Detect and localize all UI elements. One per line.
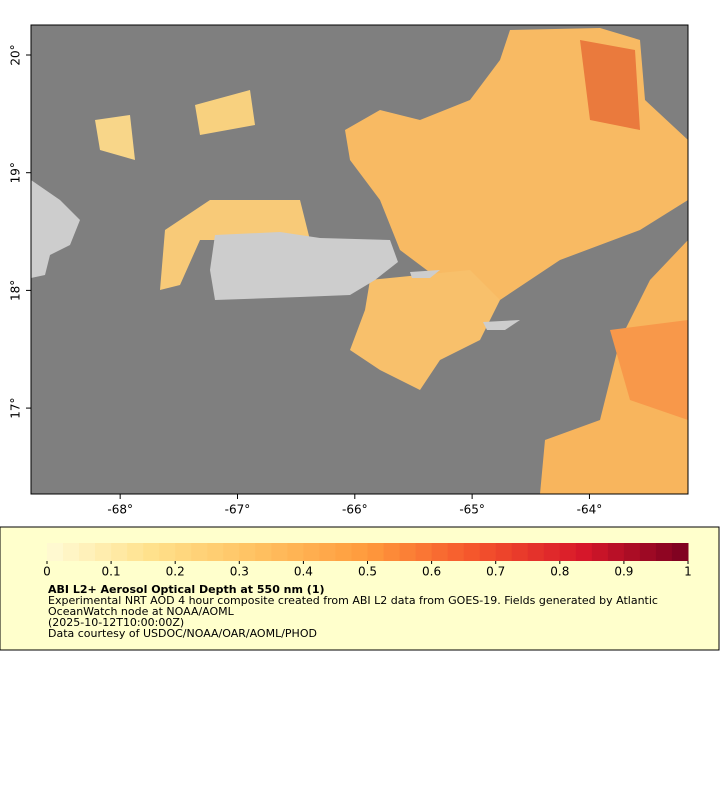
y-tick-label: 18° <box>9 280 23 301</box>
colorbar-step <box>543 543 561 561</box>
colorbar-tick-label: 0.8 <box>550 565 569 579</box>
colorbar-step <box>463 543 481 561</box>
colorbar-step <box>399 543 417 561</box>
aod-patch <box>95 115 135 160</box>
colorbar-step <box>447 543 465 561</box>
aod-patch <box>160 200 310 290</box>
colorbar-tick-label: 0.9 <box>614 565 633 579</box>
colorbar-step <box>623 543 641 561</box>
colorbar-step <box>639 543 657 561</box>
map-frame <box>30 24 689 495</box>
aod-patch <box>540 240 688 494</box>
colorbar-step <box>367 543 385 561</box>
colorbar-step <box>591 543 609 561</box>
colorbar-step <box>271 543 288 561</box>
legend-line: Experimental NRT AOD 4 hour composite cr… <box>48 594 658 607</box>
colorbar-step <box>95 543 112 561</box>
colorbar-step <box>191 543 208 561</box>
colorbar-step <box>79 543 96 561</box>
colorbar-step <box>63 543 80 561</box>
legend-title: ABI L2+ Aerosol Optical Depth at 550 nm … <box>48 583 325 596</box>
colorbar-tick-label: 0.1 <box>102 565 121 579</box>
y-tick-label: 20° <box>9 44 23 65</box>
colorbar-step <box>351 543 368 561</box>
colorbar-step <box>655 543 673 561</box>
colorbar-tick-label: 0.2 <box>166 565 185 579</box>
x-tick-label: -64° <box>577 503 603 517</box>
colorbar-tick-label: 0 <box>43 565 51 579</box>
colorbar-tick-label: 1 <box>684 565 692 579</box>
legend-line: OceanWatch node at NOAA/AOML <box>48 605 235 618</box>
x-tick-label: -66° <box>342 503 368 517</box>
colorbar-step <box>239 543 256 561</box>
colorbar-step <box>111 543 128 561</box>
colorbar-step <box>127 543 144 561</box>
colorbar-step <box>431 543 449 561</box>
colorbar-step <box>607 543 625 561</box>
aod-field <box>95 28 688 494</box>
colorbar-step <box>575 543 593 561</box>
legend-line: Data courtesy of USDOC/NOAA/OAR/AOML/PHO… <box>48 627 317 640</box>
colorbar-tick-label: 0.7 <box>486 565 505 579</box>
colorbar-step <box>159 543 176 561</box>
colorbar-step <box>335 543 352 561</box>
colorbar-step <box>175 543 192 561</box>
colorbar-step <box>255 543 272 561</box>
land-vieques <box>410 270 440 278</box>
x-tick-label: -67° <box>225 503 251 517</box>
colorbar-step <box>143 543 160 561</box>
aod-patch <box>350 270 500 390</box>
aod-patch <box>610 320 688 420</box>
legend-line: (2025-10-12T10:00:00Z) <box>48 616 184 629</box>
colorbar-tick-label: 0.4 <box>294 565 313 579</box>
colorbar-step <box>527 543 545 561</box>
colorbar-tick-label: 0.3 <box>230 565 249 579</box>
colorbar-step <box>207 543 224 561</box>
x-tick-label: -65° <box>459 503 485 517</box>
map <box>30 24 689 495</box>
aod-patch <box>195 90 255 135</box>
colorbar-step <box>303 543 320 561</box>
colorbar-tick-label: 0.5 <box>358 565 377 579</box>
land-puerto-rico <box>210 232 398 300</box>
colorbar-step <box>319 543 336 561</box>
colorbar-step <box>479 543 497 561</box>
land-hispaniola <box>31 180 80 278</box>
x-tick-label: -68° <box>107 503 133 517</box>
aod-patch <box>580 40 640 130</box>
colorbar-tick-label: 0.6 <box>422 565 441 579</box>
colorbar-step <box>559 543 577 561</box>
colorbar-step <box>511 543 529 561</box>
colorbar-step <box>287 543 304 561</box>
colorbar-step <box>223 543 240 561</box>
y-tick-label: 19° <box>9 162 23 183</box>
land-st-croix <box>483 320 520 330</box>
colorbar-step <box>383 543 401 561</box>
colorbar-step <box>47 543 64 561</box>
colorbar-step <box>671 543 689 561</box>
colorbar-step <box>415 543 433 561</box>
colorbar-step <box>495 543 513 561</box>
y-tick-label: 17° <box>9 397 23 418</box>
